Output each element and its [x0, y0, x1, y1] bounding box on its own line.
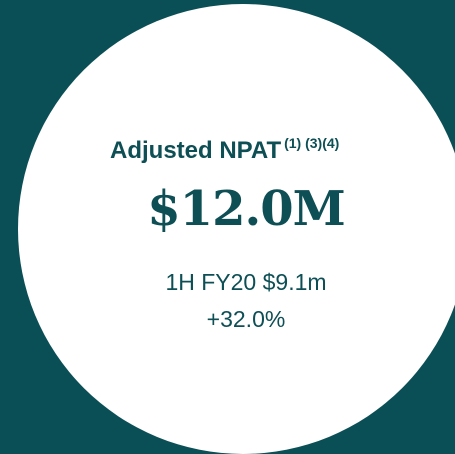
footnotes: (1) (3)(4): [284, 135, 339, 151]
metric-title-text: Adjusted NPAT: [110, 137, 281, 164]
metric-value: $12.0M: [147, 181, 344, 237]
metric-title: Adjusted NPAT (1) (3)(4): [110, 135, 339, 164]
circle: [18, 4, 455, 454]
comparison: 1H FY20 $9.1m: [165, 269, 326, 295]
change: +32.0%: [207, 306, 286, 332]
